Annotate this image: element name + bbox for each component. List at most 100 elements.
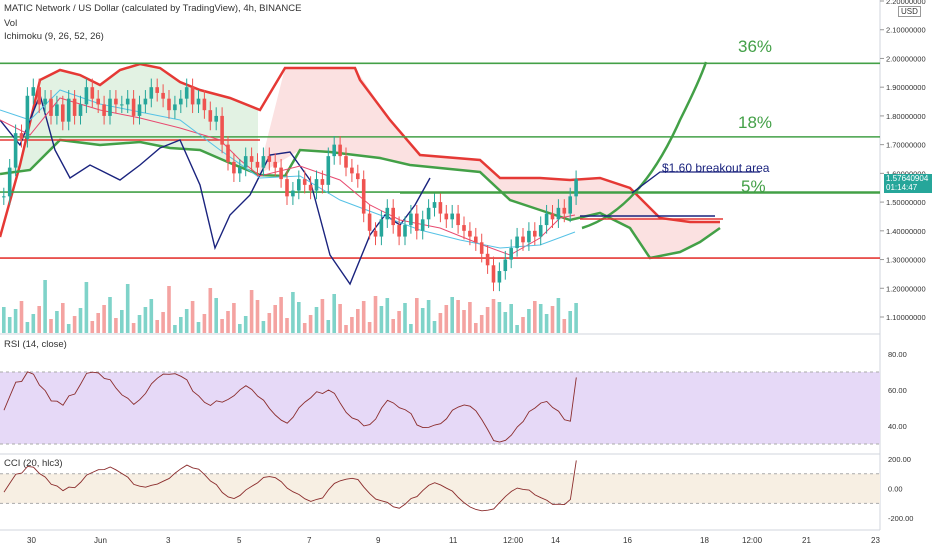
volume-bar	[2, 307, 6, 333]
volume-bar	[84, 282, 89, 333]
rsi-line	[3, 371, 577, 443]
price-tick-label: 2.00000000	[886, 54, 926, 63]
volume-bar	[344, 325, 348, 333]
candle-body	[96, 98, 100, 105]
candle-body	[102, 104, 106, 116]
candle-body	[462, 225, 466, 231]
volume-bar	[249, 290, 254, 333]
kumo-bearish	[258, 68, 720, 258]
volume-bar	[66, 324, 71, 333]
candle-body	[332, 144, 336, 157]
price-tick-label: 1.60000000	[886, 169, 926, 178]
volume-bar	[302, 323, 307, 333]
candle-body	[314, 179, 319, 191]
volume-bar	[196, 322, 201, 333]
candle-body	[13, 133, 18, 168]
candle-body	[497, 271, 502, 283]
candle-body	[533, 230, 537, 237]
volume-bar	[450, 297, 454, 333]
target-36-label: 36%	[738, 37, 772, 56]
candle-body	[344, 156, 348, 168]
volume-bar	[49, 319, 53, 333]
candle-body	[66, 98, 71, 122]
candle-body	[450, 213, 454, 220]
rsi-tick-label: 80.00	[888, 350, 907, 359]
volume-bar	[179, 317, 183, 333]
volume-bar	[137, 315, 142, 333]
volume-bar	[361, 301, 366, 333]
volume-bar	[78, 308, 83, 333]
senkou-span-b	[0, 138, 721, 260]
candle-body	[214, 115, 218, 122]
volume-bar	[214, 298, 218, 333]
candle-body	[120, 104, 124, 106]
volume-bar	[167, 286, 171, 333]
volume-bar	[255, 300, 260, 333]
time-tick-label: 23	[871, 536, 880, 545]
candle-body	[385, 207, 390, 220]
volume-bar	[184, 309, 189, 333]
candle-body	[544, 213, 549, 226]
candle-body	[556, 207, 561, 220]
candle-body	[143, 98, 148, 105]
volume-bar	[497, 302, 502, 333]
candle-body	[444, 213, 449, 220]
candle-body	[521, 236, 525, 243]
currency-badge[interactable]: USD	[898, 6, 921, 17]
candle-body	[149, 87, 154, 99]
volume-bar	[202, 314, 207, 333]
volume-bar	[456, 300, 460, 333]
candle-body	[19, 133, 24, 139]
volume-bar	[438, 313, 443, 333]
volume-bar	[297, 302, 301, 333]
candle-body	[350, 167, 354, 174]
candle-body	[456, 213, 460, 226]
volume-bar	[391, 319, 395, 333]
volume-bar	[367, 322, 372, 333]
price-tick-label: 1.50000000	[886, 198, 926, 207]
volume-bar	[190, 301, 195, 333]
candle-body	[527, 230, 531, 243]
candle-body	[249, 156, 254, 162]
candle-body	[550, 213, 555, 220]
candle-body	[114, 98, 118, 105]
price-tick-label: 1.30000000	[886, 256, 926, 265]
candle-body	[243, 156, 248, 168]
candle-body	[255, 161, 260, 168]
volume-bar	[31, 314, 36, 333]
time-tick-label: 7	[307, 536, 312, 545]
rsi-band	[0, 372, 880, 444]
candle-body	[61, 104, 65, 122]
bar-countdown: 01:14:47	[886, 183, 918, 192]
volume-bar	[7, 317, 12, 333]
volume-bar	[143, 307, 148, 333]
time-tick-label: Jun	[94, 536, 107, 545]
candle-body	[179, 98, 183, 105]
candle-body	[2, 196, 6, 198]
cci-tick-label: 200.00	[888, 455, 911, 464]
price-tick-label: 1.80000000	[886, 112, 926, 121]
volume-bar	[108, 297, 112, 333]
volume-bar	[291, 292, 295, 333]
cci-tick-label: 0.00	[888, 485, 903, 494]
candle-body	[161, 92, 165, 99]
candle-body	[491, 265, 496, 283]
volume-bar	[208, 288, 213, 333]
candle-body	[232, 161, 236, 174]
volume-bar	[326, 320, 331, 333]
symbol-title: MATIC Network / US Dollar (calculated by…	[4, 3, 302, 14]
volume-bar	[314, 307, 319, 333]
candle-body	[474, 236, 478, 243]
candle-body	[155, 87, 159, 93]
volume-bar	[550, 306, 555, 333]
volume-bar	[403, 303, 407, 333]
breakout-marker	[631, 171, 760, 194]
candle-body	[468, 230, 472, 237]
projection-curve	[581, 61, 708, 230]
volume-bar	[373, 296, 378, 333]
volume-bar	[521, 317, 525, 333]
volume-bar	[479, 315, 484, 333]
price-tick-label: 2.10000000	[886, 26, 926, 35]
time-tick-label: 11	[449, 536, 458, 545]
